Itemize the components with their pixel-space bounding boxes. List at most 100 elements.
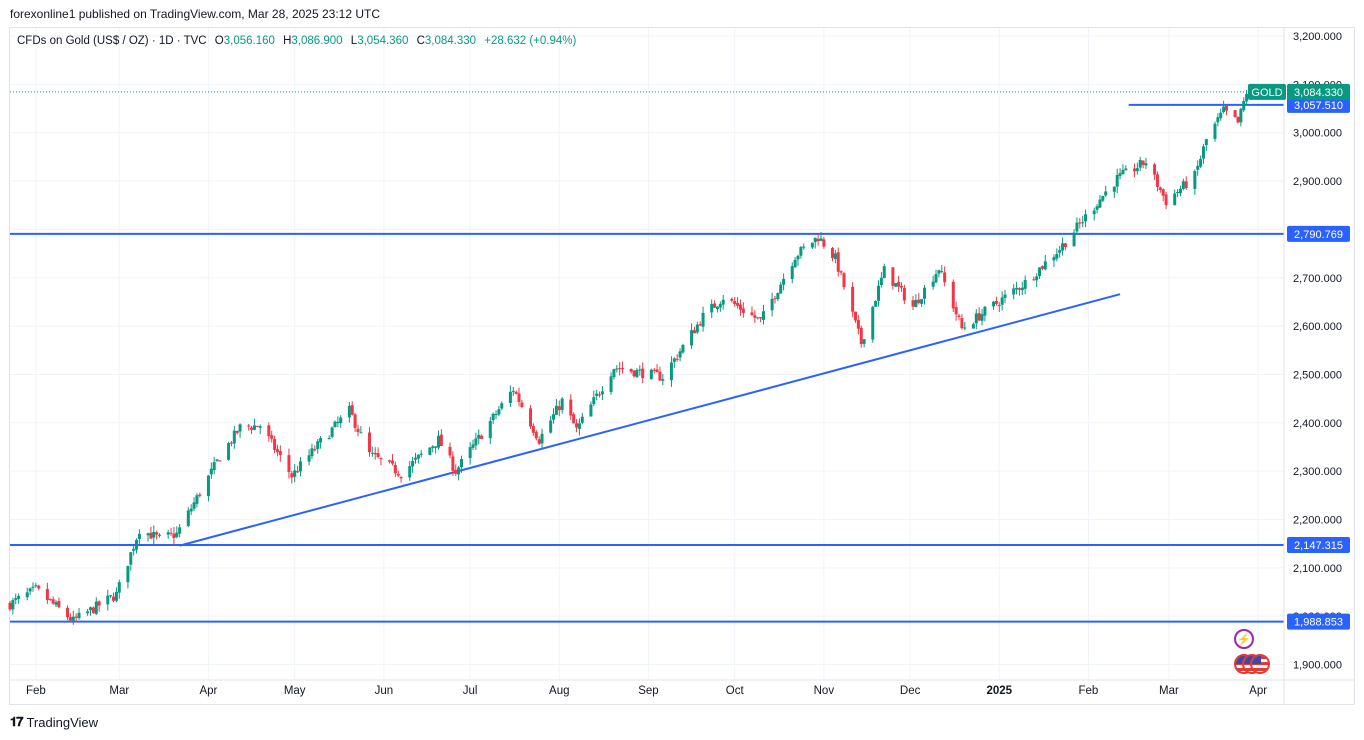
candle-body (552, 414, 556, 420)
candle-body (1224, 105, 1228, 111)
time-tick-label: Sep (638, 685, 658, 697)
candle-body (278, 451, 282, 456)
candle-body (917, 299, 921, 304)
candle-body (750, 312, 754, 315)
candle-body (810, 242, 814, 248)
candle-body (474, 438, 478, 446)
footer-brand[interactable]: 𝟏𝟕 TradingView (10, 714, 98, 730)
candle-body (997, 305, 1001, 307)
candle-body (793, 259, 797, 268)
candle-body (25, 592, 29, 598)
candle-body (1003, 294, 1007, 298)
candle-body (592, 397, 596, 405)
candle-body (399, 476, 403, 479)
candle-body (149, 532, 153, 539)
candle-body (1201, 146, 1205, 159)
candle-body (86, 611, 90, 614)
candle-body (232, 430, 236, 444)
candle-body (695, 324, 699, 333)
candle-body (1043, 261, 1047, 270)
candle-body (307, 455, 311, 462)
candle-body (1132, 168, 1136, 172)
candle-body (1173, 193, 1177, 206)
candle-body (267, 425, 271, 437)
candle-body (514, 391, 518, 394)
candle-body (960, 318, 964, 329)
candle-body (782, 278, 786, 285)
high-label: H (283, 35, 292, 47)
candle-body (137, 533, 141, 540)
candle-body (971, 324, 975, 329)
candle-body (388, 460, 392, 462)
candle-body (1199, 158, 1203, 167)
candle-body (537, 439, 541, 444)
candle-body (468, 447, 472, 459)
price-tick-label: 1,900.000 (1293, 660, 1342, 672)
candle-body (1144, 163, 1148, 166)
candle-body (819, 238, 823, 241)
candle-body (1020, 287, 1024, 291)
candle-body (411, 461, 415, 467)
candle-body (911, 300, 915, 307)
candle-body (238, 424, 242, 432)
candle-body (776, 293, 780, 300)
candle-body (370, 452, 374, 454)
candle-body (1236, 116, 1240, 123)
candle-body (48, 598, 52, 600)
candle-body (390, 460, 394, 464)
candle-body (129, 552, 133, 565)
candle-body (1222, 106, 1226, 113)
open-value: 3,056.160 (223, 35, 275, 47)
candle-body (730, 298, 734, 301)
candle-body (718, 303, 722, 308)
candle-body (934, 274, 938, 283)
candle-body (1181, 181, 1185, 189)
candle-body (1072, 232, 1076, 247)
candle-body (51, 599, 55, 604)
candle-body (790, 266, 794, 280)
candle-body (595, 393, 599, 396)
candle-body (152, 532, 156, 538)
candle-body (235, 430, 239, 433)
candle-body (1075, 222, 1079, 232)
price-tick-label: 2,900.000 (1293, 176, 1342, 188)
candle-body (879, 277, 883, 286)
candle-body (172, 533, 176, 539)
candle-body (457, 467, 461, 475)
candle-body (1063, 243, 1067, 247)
level-price-label (1287, 613, 1350, 630)
candle-body (963, 327, 967, 329)
candle-body (923, 287, 927, 299)
candle-body (974, 313, 978, 324)
candle-body (74, 616, 78, 618)
lightning-icon[interactable]: ⚡ (1234, 629, 1254, 649)
candle-body (773, 298, 777, 300)
candle-body (1138, 160, 1142, 168)
candle-body (126, 565, 130, 583)
candle-body (428, 447, 432, 455)
candle-body (186, 510, 190, 527)
candle-body (1158, 187, 1162, 190)
candle-body (1193, 171, 1197, 189)
candle-body (132, 548, 136, 551)
candle-body (557, 406, 561, 411)
low-value: 3,054.360 (357, 35, 409, 47)
candle-body (1095, 206, 1099, 210)
candle-body (1135, 168, 1139, 172)
candle-body (247, 425, 251, 427)
candle-body (1184, 181, 1188, 188)
candle-body (1012, 288, 1016, 295)
candle-body (681, 344, 685, 353)
horizontal-levels (10, 91, 1284, 623)
time-tick-label: Feb (1079, 685, 1099, 697)
candle-body (575, 423, 579, 428)
candle-body (77, 612, 81, 619)
candlesticks (8, 90, 1249, 625)
us-flag-icon[interactable] (1250, 654, 1270, 674)
candle-body (897, 281, 901, 287)
candle-body (57, 600, 61, 608)
candle-body (770, 298, 774, 311)
candle-body (1000, 297, 1004, 305)
candle-body (871, 306, 875, 340)
